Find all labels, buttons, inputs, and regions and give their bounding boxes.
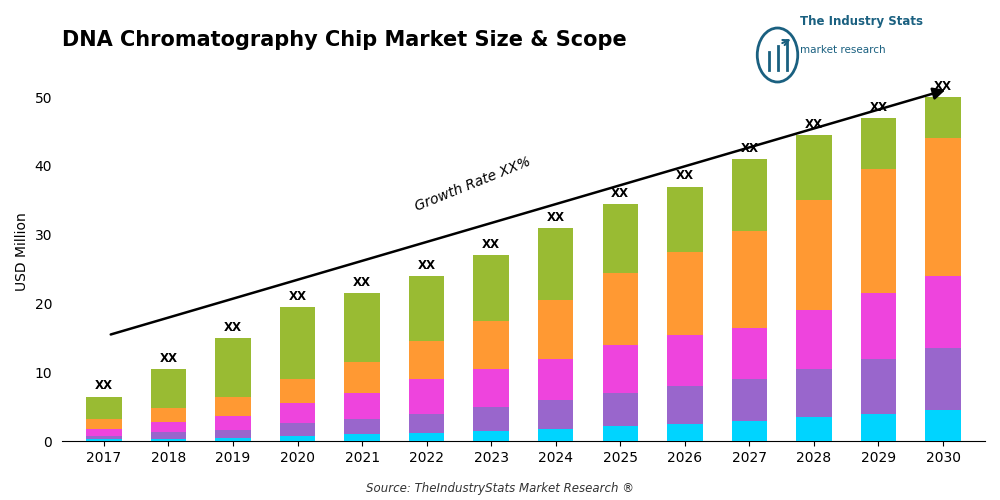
Text: XX: XX: [418, 259, 436, 272]
Text: XX: XX: [869, 100, 887, 114]
Bar: [280, 402, 315, 423]
Bar: [603, 393, 638, 426]
Bar: [344, 434, 380, 442]
Bar: [344, 393, 380, 419]
Text: The Industry Stats: The Industry Stats: [800, 15, 923, 28]
Text: XX: XX: [934, 80, 952, 93]
Text: XX: XX: [611, 186, 629, 200]
Bar: [215, 416, 251, 430]
Bar: [538, 300, 573, 358]
Bar: [861, 358, 896, 414]
Bar: [732, 420, 767, 442]
Bar: [538, 228, 573, 300]
Bar: [344, 294, 380, 362]
Bar: [667, 386, 703, 424]
Text: XX: XX: [740, 142, 758, 155]
Bar: [861, 294, 896, 358]
Bar: [861, 118, 896, 170]
Bar: [151, 432, 186, 438]
Bar: [603, 426, 638, 442]
Bar: [215, 438, 251, 442]
Bar: [667, 186, 703, 252]
Bar: [86, 439, 122, 442]
Bar: [86, 418, 122, 429]
Bar: [538, 429, 573, 442]
Bar: [667, 424, 703, 442]
Bar: [925, 348, 961, 410]
Text: XX: XX: [482, 238, 500, 252]
Bar: [796, 200, 832, 310]
Bar: [732, 232, 767, 328]
Bar: [280, 436, 315, 442]
Bar: [409, 414, 444, 433]
Bar: [86, 436, 122, 439]
Bar: [861, 170, 896, 294]
Bar: [409, 342, 444, 380]
Bar: [280, 307, 315, 378]
Text: XX: XX: [224, 321, 242, 334]
Bar: [603, 272, 638, 345]
Bar: [151, 369, 186, 408]
Bar: [473, 407, 509, 431]
Text: XX: XX: [159, 352, 177, 365]
Bar: [925, 410, 961, 442]
Bar: [344, 419, 380, 434]
Bar: [538, 358, 573, 400]
Bar: [86, 396, 122, 418]
Text: XX: XX: [353, 276, 371, 289]
Bar: [344, 362, 380, 393]
Bar: [603, 345, 638, 393]
Bar: [409, 380, 444, 414]
Text: market research: market research: [800, 45, 886, 55]
Bar: [280, 424, 315, 436]
Bar: [667, 334, 703, 386]
Bar: [151, 408, 186, 422]
Bar: [151, 438, 186, 442]
Bar: [796, 135, 832, 200]
Bar: [732, 380, 767, 420]
Bar: [925, 138, 961, 276]
Bar: [796, 369, 832, 417]
Bar: [473, 431, 509, 442]
Text: Growth Rate XX%: Growth Rate XX%: [413, 155, 533, 214]
Text: XX: XX: [805, 118, 823, 131]
Bar: [732, 328, 767, 380]
Bar: [538, 400, 573, 429]
Text: Source: TheIndustryStats Market Research ®: Source: TheIndustryStats Market Research…: [366, 482, 634, 495]
Bar: [861, 414, 896, 442]
Bar: [473, 256, 509, 321]
Bar: [925, 97, 961, 138]
Bar: [215, 396, 251, 416]
Bar: [473, 321, 509, 369]
Bar: [409, 276, 444, 342]
Bar: [925, 276, 961, 348]
Bar: [409, 433, 444, 442]
Text: DNA Chromatography Chip Market Size & Scope: DNA Chromatography Chip Market Size & Sc…: [62, 30, 627, 50]
Text: XX: XX: [289, 290, 307, 303]
Y-axis label: USD Million: USD Million: [15, 212, 29, 292]
Text: XX: XX: [547, 210, 565, 224]
Bar: [603, 204, 638, 272]
Bar: [796, 417, 832, 442]
Bar: [796, 310, 832, 369]
Bar: [280, 378, 315, 402]
Bar: [473, 369, 509, 407]
Bar: [86, 429, 122, 436]
Bar: [215, 338, 251, 396]
Bar: [732, 159, 767, 232]
Bar: [151, 422, 186, 432]
Bar: [215, 430, 251, 438]
Text: XX: XX: [676, 170, 694, 182]
Text: XX: XX: [95, 380, 113, 392]
Bar: [667, 252, 703, 334]
